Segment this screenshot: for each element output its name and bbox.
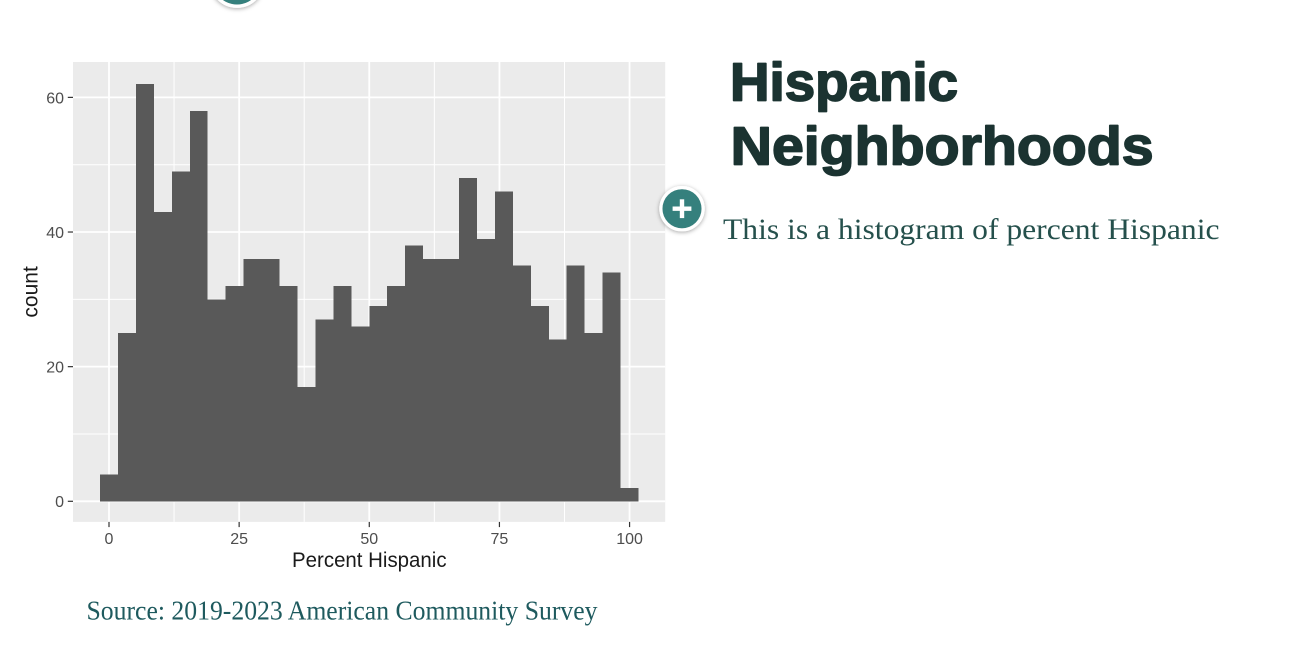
svg-text:40: 40 (46, 225, 64, 242)
svg-text:100: 100 (616, 531, 643, 548)
svg-text:0: 0 (105, 531, 114, 548)
svg-text:Percent Hispanic: Percent Hispanic (292, 549, 447, 572)
svg-text:count: count (20, 266, 43, 318)
svg-text:75: 75 (491, 531, 509, 548)
svg-text:50: 50 (360, 531, 378, 548)
svg-text:60: 60 (46, 90, 64, 107)
svg-text:25: 25 (230, 531, 248, 548)
svg-text:This is a histogram of percent: This is a histogram of percent Hispanic (723, 213, 1220, 246)
svg-text:Source: 2019-2023 American Com: Source: 2019-2023 American Community Sur… (87, 595, 598, 625)
svg-text:Neighborhoods: Neighborhoods (731, 117, 1154, 177)
svg-text:0: 0 (55, 494, 64, 511)
svg-text:20: 20 (46, 360, 64, 377)
svg-text:Hispanic: Hispanic (730, 53, 958, 113)
